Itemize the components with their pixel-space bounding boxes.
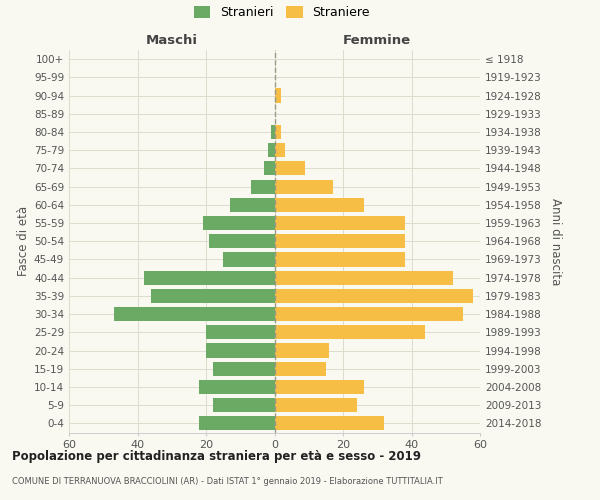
Bar bbox=[275, 162, 305, 175]
Legend: Stranieri, Straniere: Stranieri, Straniere bbox=[194, 6, 370, 19]
Bar bbox=[268, 143, 275, 158]
Bar bbox=[275, 307, 463, 321]
Text: Maschi: Maschi bbox=[146, 34, 198, 48]
Y-axis label: Fasce di età: Fasce di età bbox=[17, 206, 30, 276]
Bar bbox=[203, 216, 275, 230]
Bar bbox=[275, 289, 473, 303]
Bar bbox=[230, 198, 275, 212]
Bar bbox=[113, 307, 275, 321]
Bar bbox=[275, 325, 425, 340]
Text: Femmine: Femmine bbox=[343, 34, 412, 48]
Bar bbox=[264, 162, 275, 175]
Bar bbox=[275, 252, 404, 266]
Bar bbox=[275, 416, 384, 430]
Bar bbox=[275, 216, 404, 230]
Bar bbox=[199, 416, 275, 430]
Text: COMUNE DI TERRANUOVA BRACCIOLINI (AR) - Dati ISTAT 1° gennaio 2019 - Elaborazion: COMUNE DI TERRANUOVA BRACCIOLINI (AR) - … bbox=[12, 478, 443, 486]
Bar bbox=[275, 380, 364, 394]
Bar bbox=[209, 234, 275, 248]
Bar bbox=[275, 125, 281, 139]
Bar bbox=[271, 125, 275, 139]
Bar bbox=[275, 362, 326, 376]
Bar bbox=[145, 270, 275, 285]
Text: Popolazione per cittadinanza straniera per età e sesso - 2019: Popolazione per cittadinanza straniera p… bbox=[12, 450, 421, 463]
Bar bbox=[213, 362, 275, 376]
Bar bbox=[275, 344, 329, 357]
Bar bbox=[206, 344, 275, 357]
Bar bbox=[213, 398, 275, 412]
Y-axis label: Anni di nascita: Anni di nascita bbox=[548, 198, 562, 285]
Bar bbox=[275, 180, 333, 194]
Bar bbox=[275, 198, 364, 212]
Bar bbox=[199, 380, 275, 394]
Bar bbox=[275, 270, 452, 285]
Bar bbox=[206, 325, 275, 340]
Bar bbox=[275, 143, 285, 158]
Bar bbox=[275, 398, 356, 412]
Bar bbox=[151, 289, 275, 303]
Bar bbox=[275, 234, 404, 248]
Bar bbox=[275, 88, 281, 102]
Bar bbox=[223, 252, 275, 266]
Bar bbox=[251, 180, 275, 194]
